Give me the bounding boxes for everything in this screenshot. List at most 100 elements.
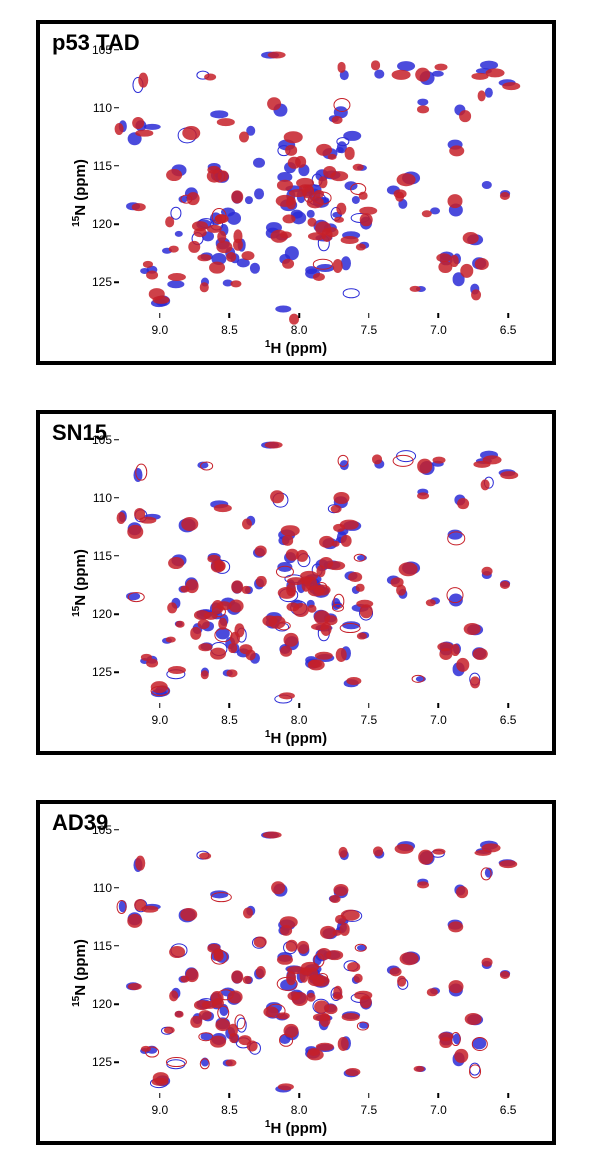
plot-area (118, 818, 536, 1097)
peak-red (231, 580, 243, 593)
peak-red (204, 73, 216, 80)
peak-red (190, 627, 201, 639)
x-axis-label: 1H (ppm) (40, 1119, 552, 1137)
x-tick-label: 7.0 (430, 713, 447, 727)
x-axis-ticks: 9.08.58.07.57.06.5 (118, 1099, 536, 1115)
peak-red (341, 1013, 360, 1021)
peak-red (166, 1057, 186, 1067)
peak-red (422, 210, 432, 218)
peak-red (263, 831, 282, 838)
y-axis-ticks: 105110115120125 (82, 428, 116, 707)
x-tick-label: 6.5 (500, 713, 517, 727)
x-tick-label: 9.0 (151, 1103, 168, 1117)
peak-red (447, 587, 464, 603)
peak-red (168, 602, 178, 613)
peak-red (417, 492, 429, 499)
peak-red (239, 132, 249, 143)
peak-red (186, 969, 199, 983)
y-tick-label: 125 (82, 665, 112, 679)
peak-red (277, 1013, 289, 1020)
x-tick-mark (368, 703, 370, 708)
x-tick-mark (159, 1093, 161, 1098)
peak-red (243, 908, 253, 919)
peak-blue (167, 281, 184, 289)
peak-red (502, 82, 520, 90)
peak-red (218, 618, 228, 631)
peak-red (340, 623, 361, 633)
peak-red (354, 974, 363, 983)
x-tick-label: 8.0 (291, 713, 308, 727)
peak-red (449, 145, 465, 156)
peak-blue (431, 71, 443, 77)
peak-red (169, 946, 185, 958)
peak-red (357, 633, 367, 640)
peak-red (127, 914, 142, 928)
peak-red (341, 910, 359, 921)
peak-red (464, 623, 481, 635)
x-axis-ticks: 9.0 8.5 8.0 7.5 7.0 6.5 (118, 709, 536, 725)
peak-red (225, 1059, 236, 1066)
peak-red (128, 983, 143, 991)
peak-red (399, 562, 418, 576)
page: p53 TAD 15N (ppm) 105110115120125 9.08.5… (0, 0, 592, 1163)
peak-red (355, 244, 365, 251)
peak-red (127, 525, 142, 539)
peak-red (239, 1036, 252, 1046)
peak-red (473, 648, 487, 660)
peak-red (264, 441, 283, 448)
peak-red (281, 525, 300, 537)
peak-red (465, 1013, 482, 1025)
peak-red (319, 536, 335, 548)
peak-red (334, 217, 344, 224)
x-tick-label: 7.5 (360, 1103, 377, 1117)
peak-red (180, 908, 198, 922)
peak-red (481, 479, 490, 490)
peak-red (164, 1027, 175, 1034)
y-tick-label: 115 (82, 549, 112, 563)
x-tick-label: 9.0 (151, 713, 168, 727)
peak-red (287, 966, 305, 974)
peak-red (332, 116, 343, 124)
x-tick-label: 8.5 (221, 713, 238, 727)
peak-red (417, 459, 433, 474)
peak-red (433, 457, 446, 464)
y-tick-label: 120 (82, 997, 112, 1011)
peak-blue (343, 289, 360, 299)
peak-blue (344, 131, 362, 141)
peak-blue (430, 208, 440, 215)
peak-red (210, 647, 226, 660)
peak-red (231, 971, 243, 984)
peak-red (146, 271, 158, 280)
peak-red (448, 921, 464, 932)
peak-blue (482, 181, 492, 189)
peak-red (315, 222, 331, 235)
peak-red (128, 592, 145, 602)
peak-red (279, 1034, 293, 1046)
peak-red (333, 993, 343, 1000)
peak-red (136, 130, 153, 137)
peak-red (181, 517, 199, 531)
peak-red (242, 251, 255, 261)
y-tick-label: 125 (82, 275, 112, 289)
spectrum-panel-sn15: SN15 15N (ppm) 105110115120125 9.08.58.0… (36, 410, 556, 755)
x-tick-mark (159, 313, 161, 318)
y-tick-label: 110 (82, 881, 112, 895)
peak-red (482, 843, 501, 852)
x-tick-label: 8.5 (221, 1103, 238, 1117)
x-tick-label: 7.5 (360, 713, 377, 727)
peak-red (200, 282, 208, 291)
peak-red (334, 98, 351, 112)
peak-red (135, 464, 147, 481)
peak-red (427, 988, 437, 996)
peak-red (474, 258, 488, 270)
peak-red (469, 1065, 481, 1078)
peak-red (231, 190, 243, 203)
peak-red (200, 670, 208, 679)
peak-red (471, 289, 481, 300)
peak-red (319, 1013, 330, 1027)
peak-red (417, 881, 429, 888)
peak-red (337, 202, 346, 215)
peak-red (426, 599, 436, 607)
peak-red (339, 923, 350, 935)
peak-red (200, 461, 214, 470)
